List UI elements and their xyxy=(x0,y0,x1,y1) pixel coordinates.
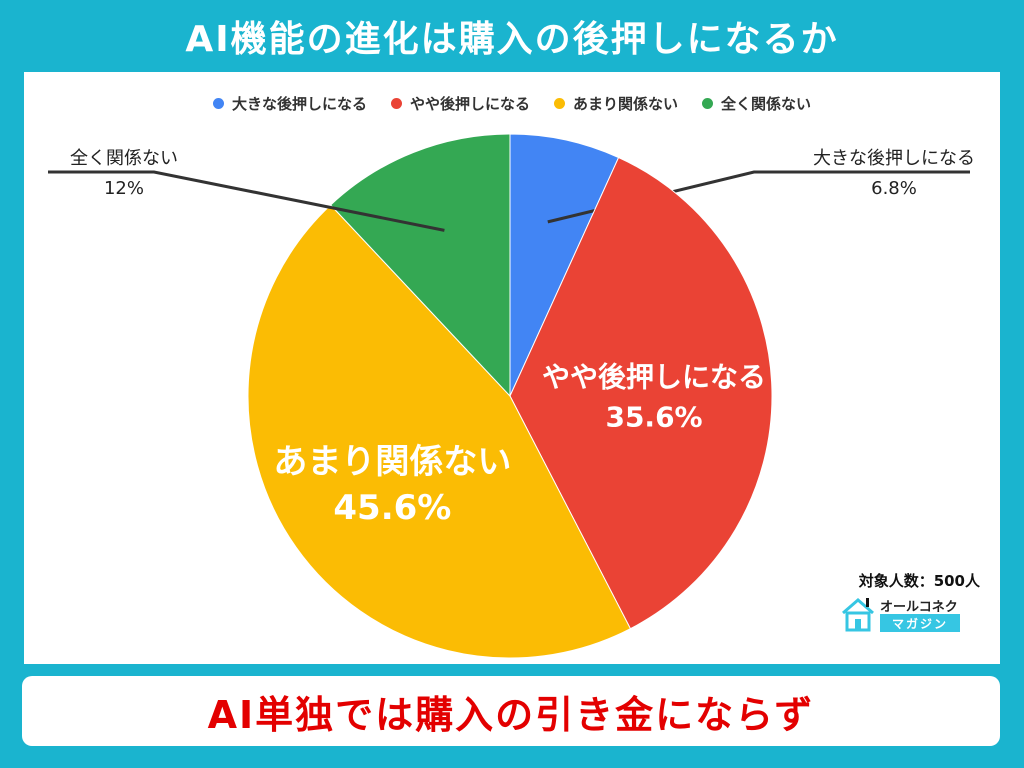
legend-item-0: 大きな後押しになる xyxy=(212,93,367,114)
chart-legend: 大きな後押しになる やや後押しになる あまり関係ない 全く関係ない xyxy=(24,88,1000,118)
slice-label-3: 全く関係ない xyxy=(70,148,178,169)
legend-label-2: あまり関係ない xyxy=(573,94,679,113)
legend-label-1: やや後押しになる xyxy=(409,94,530,113)
respondent-count: 対象人数：500人 xyxy=(858,572,980,590)
legend-item-1: やや後押しになる xyxy=(390,93,530,114)
pie-slice-0 xyxy=(509,133,620,397)
legend-item-2: あまり関係ない xyxy=(554,93,678,114)
leader-line-3 xyxy=(48,170,445,232)
legend-label-3: 全く関係ない xyxy=(721,94,812,113)
legend-item-3: 全く関係ない xyxy=(702,93,811,114)
slice-value-0: 6.8% xyxy=(871,178,917,199)
legend-swatch-1 xyxy=(390,97,402,109)
pie-slice-2 xyxy=(247,204,632,659)
legend-swatch-2 xyxy=(554,97,565,109)
legend-swatch-0 xyxy=(212,97,224,109)
legend-swatch-3 xyxy=(702,97,714,109)
slice-value-3: 12% xyxy=(104,178,144,199)
slice-label-2: あまり関係ない xyxy=(273,442,511,482)
pie-slice-1 xyxy=(509,156,773,630)
conclusion-text: AI単独では購入の引き金にならず xyxy=(207,692,815,737)
chart-panel: 大きな後押しになる やや後押しになる あまり関係ない 全く関係ない 大きな後押し… xyxy=(24,72,1000,664)
slice-label-1: やや後押しになる xyxy=(542,360,766,393)
slice-label-0: 大きな後押しになる xyxy=(813,148,975,169)
logo-sub: マガジン xyxy=(880,614,960,632)
pie-chart: 大きな後押しになる 6.8% やや後押しになる 35.6% あまり関係ない 45.6% 全く… xyxy=(48,133,975,659)
page-title: AI機能の進化は購入の後押しになるか xyxy=(185,19,839,60)
pie-slice-3 xyxy=(329,133,511,398)
brand-logo: オールコネクト マガジン xyxy=(840,594,970,634)
legend-label-0: 大きな後押しになる xyxy=(231,94,367,113)
house-icon xyxy=(842,598,874,632)
slice-value-2: 45.6% xyxy=(333,488,451,528)
slice-value-1: 35.6% xyxy=(605,400,702,433)
conclusion-banner: AI単独では購入の引き金にならず xyxy=(22,676,1000,746)
